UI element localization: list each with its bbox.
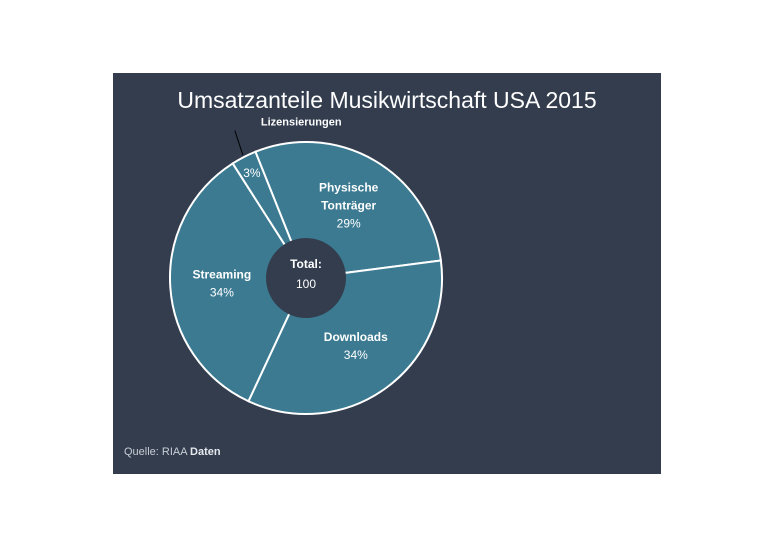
center-value: 100: [296, 277, 316, 291]
donut-chart: Total: 100 Streaming 34% 3% Lizensierungen Phy…: [169, 117, 443, 415]
center-label: Total:: [290, 257, 322, 271]
value-label-lizensierungen: 3%: [243, 166, 261, 180]
chart-panel: Umsatzanteile Musikwirtschaft USA 2015 T…: [113, 73, 661, 474]
source-note: Quelle: RIAA Daten: [124, 446, 221, 458]
value-label-downloads: 34%: [344, 348, 368, 362]
category-label-streaming: Streaming: [193, 268, 252, 282]
category-label-lizensierungen: Lizensierungen: [261, 117, 342, 129]
source-name: Daten: [190, 446, 221, 458]
category-label-physische-tontr-ger-2: Tonträger: [321, 198, 376, 212]
value-label-physische-tontr-ger: 29%: [337, 216, 361, 230]
category-label-downloads: Downloads: [324, 330, 388, 344]
source-label: Quelle: RIAA: [124, 446, 187, 458]
chart-title: Umsatzanteile Musikwirtschaft USA 2015: [177, 87, 597, 113]
category-label-physische-tontr-ger-1: Physische: [319, 180, 379, 194]
donut-center: [266, 238, 346, 318]
slice-streaming: [169, 162, 308, 403]
leader-line-lizensierungen: [234, 130, 244, 156]
value-label-streaming: 34%: [210, 286, 234, 300]
